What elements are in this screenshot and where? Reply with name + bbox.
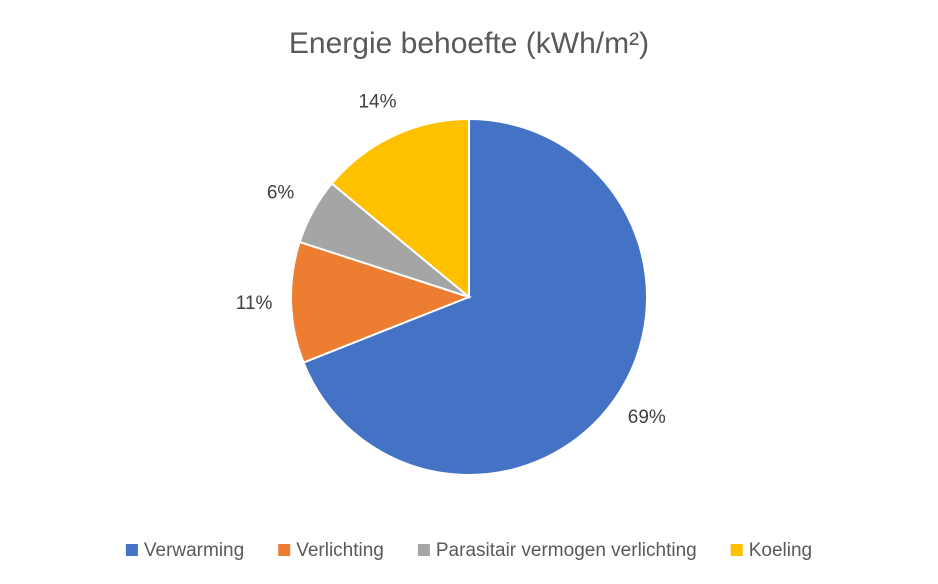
legend-label: Verlichting bbox=[296, 540, 384, 561]
legend-label: Koeling bbox=[749, 540, 812, 561]
legend-swatch bbox=[125, 544, 138, 556]
legend-label: Verwarming bbox=[144, 540, 244, 561]
legend-swatch bbox=[730, 544, 743, 556]
pie-slice bbox=[302, 117, 648, 476]
legend-label: Parasitair vermogen verlichting bbox=[436, 540, 697, 561]
data-label: 14% bbox=[358, 91, 396, 112]
data-label: 11% bbox=[236, 293, 273, 314]
legend-swatch bbox=[278, 544, 291, 556]
pie-slice bbox=[290, 240, 472, 364]
chart-title: Energie behoefte (kWh/m²) bbox=[289, 27, 649, 60]
data-label: 6% bbox=[267, 182, 295, 203]
data-label: 69% bbox=[628, 407, 666, 428]
legend-swatch bbox=[417, 544, 430, 556]
pie-slice bbox=[330, 117, 470, 300]
